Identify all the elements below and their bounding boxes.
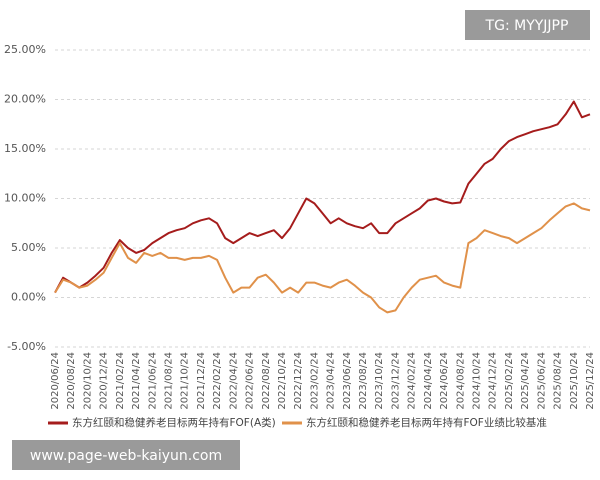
x-tick-label: 2024/10/24 xyxy=(472,352,483,410)
x-tick-label: 2022/02/24 xyxy=(212,352,223,410)
x-tick-label: 2020/10/24 xyxy=(82,352,93,410)
x-tick-label: 2021/02/24 xyxy=(115,352,126,410)
x-tick-label: 2025/02/24 xyxy=(504,352,515,410)
x-tick-label: 2022/10/24 xyxy=(277,352,288,410)
x-tick-label: 2023/04/24 xyxy=(326,352,337,410)
x-tick-label: 2022/12/24 xyxy=(293,352,304,410)
x-tick-label: 2025/06/24 xyxy=(536,352,547,410)
x-tick-label: 2020/08/24 xyxy=(66,352,77,410)
series-line xyxy=(54,202,591,314)
watermark: TG: MYYJJPP xyxy=(485,18,569,34)
x-tick-label: 2024/02/24 xyxy=(407,352,418,410)
x-tick-label: 2023/08/24 xyxy=(358,352,369,410)
x-tick-label: 2024/08/24 xyxy=(455,352,466,410)
y-tick-label: -5.00% xyxy=(7,340,46,353)
x-tick-label: 2020/06/24 xyxy=(50,352,61,410)
x-tick-label: 2024/04/24 xyxy=(423,352,434,410)
series-line xyxy=(54,100,591,294)
x-tick-label: 2022/08/24 xyxy=(261,352,272,410)
y-tick-label: 10.00% xyxy=(4,192,46,205)
x-tick-label: 2025/04/24 xyxy=(520,352,531,410)
x-tick-label: 2025/10/24 xyxy=(569,352,580,410)
x-tick-label: 2021/08/24 xyxy=(163,352,174,410)
x-tick-label: 2023/06/24 xyxy=(342,352,353,410)
x-tick-label: 2025/12/24 xyxy=(585,352,596,410)
legend-label: 东方红颐和稳健养老目标两年持有FOF业绩比较基准 xyxy=(306,416,547,429)
legend-label: 东方红颐和稳健养老目标两年持有FOF(A类) xyxy=(72,416,276,429)
x-tick-label: 2025/08/24 xyxy=(553,352,564,410)
y-tick-label: 15.00% xyxy=(4,142,46,155)
x-tick-label: 2024/06/24 xyxy=(439,352,450,410)
watermark-box xyxy=(12,440,240,470)
y-tick-label: 0.00% xyxy=(11,291,46,304)
x-tick-label: 2020/12/24 xyxy=(99,352,110,410)
x-tick-label: 2023/10/24 xyxy=(374,352,385,410)
x-tick-label: 2024/12/24 xyxy=(488,352,499,410)
x-tick-label: 2022/04/24 xyxy=(228,352,239,410)
x-tick-label: 2023/02/24 xyxy=(309,352,320,410)
x-tick-label: 2021/06/24 xyxy=(147,352,158,410)
x-tick-label: 2021/12/24 xyxy=(196,352,207,410)
x-tick-label: 2022/06/24 xyxy=(245,352,256,410)
y-tick-label: 25.00% xyxy=(4,43,46,56)
x-tick-label: 2023/12/24 xyxy=(390,352,401,410)
x-tick-label: 2021/04/24 xyxy=(131,352,142,410)
y-tick-label: 20.00% xyxy=(4,93,46,106)
watermark-box xyxy=(465,10,590,40)
watermark: www.page-web-kaiyun.com xyxy=(30,448,222,464)
x-tick-label: 2021/10/24 xyxy=(180,352,191,410)
y-tick-label: 5.00% xyxy=(11,241,46,254)
